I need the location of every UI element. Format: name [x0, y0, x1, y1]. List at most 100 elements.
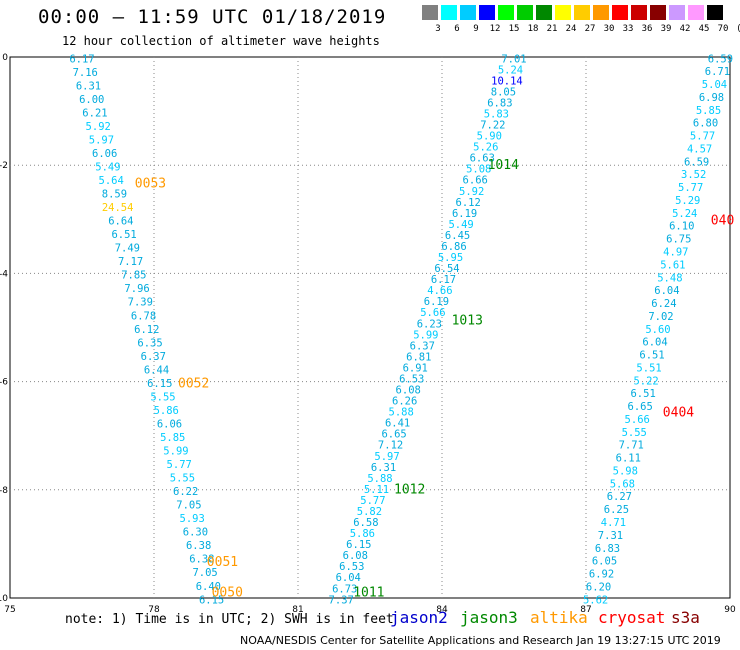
swh-value: 7.17 [118, 256, 143, 268]
swh-value: 7.85 [121, 270, 146, 282]
swh-value: 5.77 [678, 182, 703, 194]
legend-swatch [707, 5, 723, 20]
swh-value: 4.97 [663, 247, 688, 259]
legend-label: 39 [660, 24, 672, 34]
swh-value: 5.49 [448, 219, 473, 231]
satellite-s3a: s3a [671, 608, 700, 627]
swh-value: 5.62 [583, 594, 608, 606]
legend-swatch [650, 5, 666, 20]
swh-value: 6.38 [189, 554, 214, 566]
swh-value: 5.64 [99, 175, 124, 187]
swh-value: 6.31 [76, 80, 101, 92]
legend-swatch [612, 5, 628, 20]
swh-value: 6.51 [630, 388, 655, 400]
swh-value: 5.86 [350, 528, 375, 540]
swh-value: 6.45 [445, 230, 470, 242]
swh-value: 5.88 [389, 407, 414, 419]
satellite-cryosat: cryosat [598, 608, 666, 627]
swh-value: 5.97 [374, 451, 399, 463]
satellite-altika: altika [530, 608, 588, 627]
legend-label: 15 [508, 24, 520, 34]
swh-value: 7.71 [619, 440, 644, 452]
swh-value: 6.17 [69, 53, 94, 65]
legend-swatch [460, 5, 476, 20]
legend-swatch [536, 5, 552, 20]
swh-value: 5.99 [163, 446, 188, 458]
swh-value: 7.02 [648, 311, 673, 323]
pass-label: 0052 [178, 377, 209, 392]
swh-value: 7.96 [124, 283, 149, 295]
y-tick-label: 0 [2, 53, 8, 63]
swh-value: 6.19 [452, 208, 477, 220]
swh-value: 5.55 [150, 391, 175, 403]
swh-value: 6.58 [353, 517, 378, 529]
legend-swatch [688, 5, 704, 20]
swh-value: 5.66 [625, 414, 650, 426]
swh-value: 6.91 [403, 362, 428, 374]
swh-value: 6.78 [131, 310, 156, 322]
swh-value: 6.86 [441, 241, 466, 253]
swh-value: 5.49 [95, 161, 120, 173]
swh-value: 7.01 [501, 53, 526, 65]
legend-label: 70 [717, 24, 729, 34]
swh-value: 6.21 [82, 107, 107, 119]
swh-value: 5.68 [610, 478, 635, 490]
swh-value: 6.44 [144, 364, 169, 376]
swh-value: 7.37 [329, 594, 354, 606]
legend-swatch [593, 5, 609, 20]
swh-value: 5.99 [413, 329, 438, 341]
x-tick-label: 84 [436, 605, 448, 615]
swh-value: 6.83 [595, 543, 620, 555]
swh-value: 6.22 [173, 486, 198, 498]
swh-value: 6.51 [639, 350, 664, 362]
swh-value: 5.83 [484, 108, 509, 120]
pass-label: 040 [711, 213, 734, 228]
swh-value: 6.06 [157, 418, 182, 430]
pass-label: 0051 [207, 555, 238, 570]
pass-label: 0404 [663, 405, 694, 420]
swh-value: 6.10 [669, 221, 694, 233]
swh-value: 5.60 [645, 324, 670, 336]
legend-label: 45 [698, 24, 710, 34]
swh-value: 5.51 [636, 362, 661, 374]
swh-value: 7.31 [598, 530, 623, 542]
swh-value: 6.06 [92, 148, 117, 160]
swh-value: 5.61 [660, 259, 685, 271]
swh-value: 6.31 [371, 462, 396, 474]
pass-label: 1013 [452, 313, 483, 328]
swh-value: 6.27 [607, 491, 632, 503]
swh-value: 6.65 [381, 429, 406, 441]
pass-label: 1014 [488, 158, 519, 173]
footer-note: note: 1) Time is in UTC; 2) SWH is in fe… [65, 612, 394, 627]
swh-value: 6.92 [589, 569, 614, 581]
swh-value: 6.71 [705, 66, 730, 78]
legend-swatch [498, 5, 514, 20]
pass-label: 0050 [212, 586, 243, 601]
swh-value: 6.63 [470, 153, 495, 165]
swh-value: 5.86 [154, 405, 179, 417]
swh-value: 5.95 [438, 252, 463, 264]
swh-value: 5.82 [357, 506, 382, 518]
swh-value: 6.53 [339, 561, 364, 573]
satellite-jason2: jason2 [390, 608, 448, 627]
swh-value: 5.85 [160, 432, 185, 444]
legend-swatch [669, 5, 685, 20]
swh-value: 6.98 [699, 92, 724, 104]
swh-value: 5.08 [466, 164, 491, 176]
swh-value: 7.12 [378, 440, 403, 452]
legend-swatch [574, 5, 590, 20]
legend-swatch [517, 5, 533, 20]
legend-label: 42 [679, 24, 691, 34]
swh-value: 5.92 [459, 186, 484, 198]
swh-value: 6.37 [410, 340, 435, 352]
swh-value: 7.05 [192, 567, 217, 579]
swh-value: 6.12 [456, 197, 481, 209]
swh-value: 5.77 [167, 459, 192, 471]
swh-value: 24.54 [102, 202, 134, 214]
chart-subtitle: 12 hour collection of altimeter wave hei… [62, 34, 380, 48]
swh-value: 5.88 [367, 473, 392, 485]
swh-value: 5.48 [657, 272, 682, 284]
swh-value: 6.25 [604, 504, 629, 516]
pass-label: 1011 [353, 586, 384, 601]
y-tick-label: -8 [0, 486, 8, 496]
